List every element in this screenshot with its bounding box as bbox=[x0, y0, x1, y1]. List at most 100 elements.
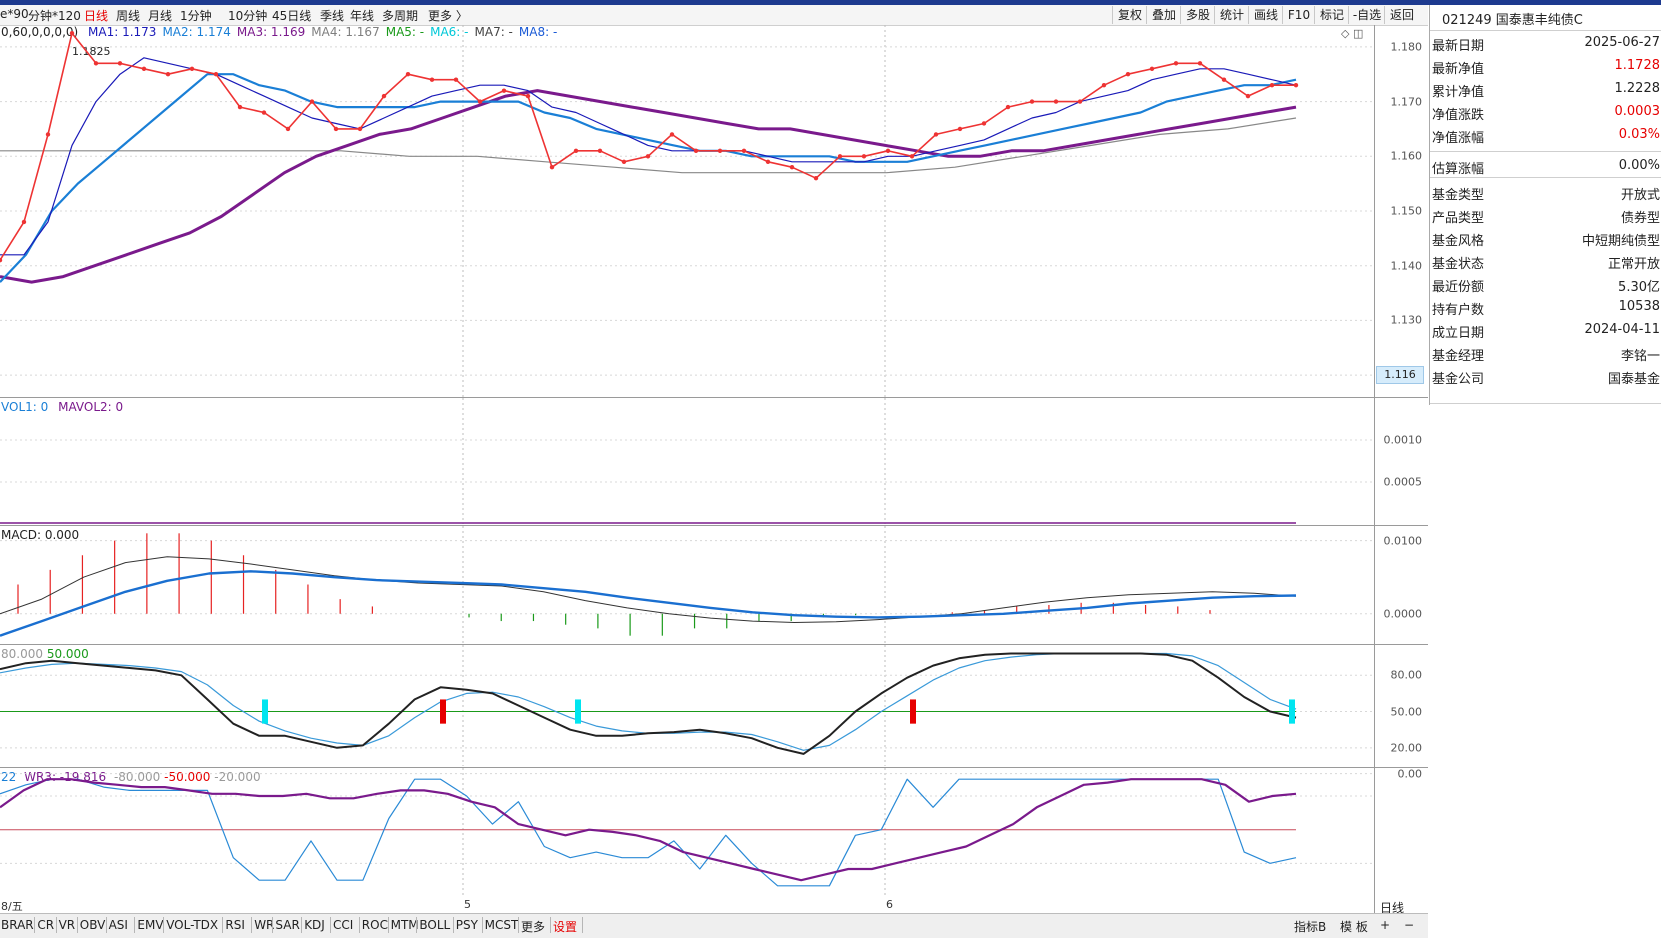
volume-chart[interactable] bbox=[0, 398, 1374, 524]
period-tab-4[interactable]: 月线 bbox=[148, 9, 173, 23]
period-tab-9[interactable]: 年线 bbox=[350, 9, 375, 23]
tool-button-7[interactable]: -自选 bbox=[1348, 6, 1385, 24]
panel-divider bbox=[0, 397, 1428, 398]
indicator-tab-asi[interactable]: ASI bbox=[108, 918, 128, 932]
nav-line-point bbox=[645, 154, 651, 159]
info-value: 债券型 bbox=[1620, 211, 1660, 226]
nav-line-point bbox=[717, 148, 723, 154]
nav-line-point bbox=[1221, 77, 1227, 82]
tool-button-3[interactable]: 统计 bbox=[1214, 6, 1249, 24]
nav-line-point bbox=[741, 148, 747, 154]
indicator-tab-roc[interactable]: ROC bbox=[361, 918, 388, 932]
chart-mode-icons[interactable]: ◇ ◫ bbox=[1341, 27, 1364, 40]
indicator-tab-sar[interactable]: SAR bbox=[275, 918, 300, 932]
nav-line-point bbox=[213, 72, 219, 77]
indicator-tab-设置[interactable]: 设置 bbox=[553, 920, 578, 934]
period-tab-0[interactable]: e*90 bbox=[0, 7, 29, 21]
period-tab-6[interactable]: 10分钟 bbox=[228, 9, 268, 23]
period-tab-10[interactable]: 多周期 bbox=[382, 9, 419, 23]
period-tab-11[interactable]: 更多 〉 bbox=[428, 9, 468, 23]
tab-separator bbox=[222, 917, 224, 933]
info-value: 国泰基金 bbox=[1607, 372, 1660, 387]
indicator-tab-rsi[interactable]: RSI bbox=[225, 918, 245, 932]
ma-legend: 0,60,0,0,0,0) MA1: 1.173 MA2: 1.174 MA3: 1… bbox=[1, 25, 557, 39]
nav-line-point bbox=[861, 154, 867, 159]
nav-line bbox=[0, 32, 1296, 261]
indicator-tab-cci[interactable]: CCI bbox=[333, 918, 354, 932]
info-value: 0.00% bbox=[1618, 158, 1660, 173]
indicator-tab-cr[interactable]: CR bbox=[37, 918, 55, 932]
bottom-control-1[interactable]: 模 板 bbox=[1340, 920, 1368, 934]
info-row-基金类型: 基金类型 开放式 bbox=[1430, 181, 1661, 203]
nav-line-point bbox=[1101, 82, 1107, 88]
nav-line-point bbox=[837, 154, 843, 159]
period-tab-2[interactable]: 日线 bbox=[84, 9, 109, 23]
info-value: 1.1728 bbox=[1614, 58, 1661, 73]
info-row-估算涨幅: 估算涨幅 0.00% bbox=[1430, 155, 1661, 177]
indicator-tab-vr[interactable]: VR bbox=[58, 918, 76, 932]
tool-button-4[interactable]: 画线 bbox=[1248, 6, 1283, 24]
tool-button-5[interactable]: F10 bbox=[1282, 6, 1315, 24]
nav-line-point bbox=[501, 88, 507, 93]
dif-line bbox=[0, 556, 1297, 623]
tab-separator bbox=[55, 917, 57, 933]
nav-line-point bbox=[381, 93, 387, 99]
bottom-control-2[interactable]: + bbox=[1380, 918, 1391, 932]
info-row-最新日期: 最新日期 2025-06-27 bbox=[1430, 32, 1661, 54]
price-chart[interactable] bbox=[0, 25, 1374, 397]
date-label-5: 5 bbox=[464, 898, 471, 911]
indicator-tab-boll[interactable]: BOLL bbox=[419, 918, 451, 932]
tool-button-8[interactable]: 返回 bbox=[1384, 6, 1419, 24]
indicator-tab-brar[interactable]: BRAR bbox=[1, 918, 34, 932]
tab-separator bbox=[330, 917, 331, 933]
ma-label-7: MA7: - bbox=[474, 25, 513, 39]
axis-tick: 0.0005 bbox=[1383, 475, 1423, 489]
nav-line-point bbox=[1125, 72, 1131, 77]
wr-chart[interactable] bbox=[0, 768, 1374, 897]
indicator-tab-kdj[interactable]: KDJ bbox=[304, 918, 325, 932]
fund-info-panel: 021249 国泰惠丰纯债C 最新日期 2025-06-27 最新净值 1.1728 累… bbox=[1429, 5, 1661, 405]
indicator-tab-emv[interactable]: EMV bbox=[137, 918, 164, 932]
tool-button-2[interactable]: 多股 bbox=[1180, 6, 1215, 24]
macd-chart[interactable] bbox=[0, 526, 1374, 643]
indicator-tab-vol-tdx[interactable]: VOL-TDX bbox=[166, 918, 219, 932]
tool-button-1[interactable]: 叠加 bbox=[1146, 6, 1181, 24]
tab-separator bbox=[518, 917, 519, 933]
tab-separator bbox=[251, 917, 253, 933]
info-value: 中短期纯债型 bbox=[1581, 234, 1660, 249]
panel-divider bbox=[0, 644, 1428, 645]
bottom-control-3[interactable]: − bbox=[1404, 918, 1415, 932]
nav-line-point bbox=[573, 148, 579, 154]
tab-separator bbox=[134, 917, 136, 933]
current-price-box: 1.116 bbox=[1376, 366, 1424, 384]
indicator-tab-mtm[interactable]: MTM bbox=[390, 918, 419, 932]
nav-line-point bbox=[621, 159, 627, 164]
info-key: 基金经理 bbox=[1432, 349, 1485, 364]
period-tab-7[interactable]: 45日线 bbox=[272, 9, 312, 23]
tab-separator bbox=[358, 917, 360, 933]
indicator-tab-mcst[interactable]: MCST bbox=[484, 918, 519, 932]
nav-line-point bbox=[309, 99, 315, 104]
ma-label-5: MA5: - bbox=[385, 25, 425, 39]
kdj-chart[interactable] bbox=[0, 645, 1374, 766]
period-tab-8[interactable]: 季线 bbox=[320, 9, 345, 23]
nav-line-point bbox=[765, 159, 771, 164]
indicator-tab-wr[interactable]: WR bbox=[254, 918, 275, 932]
indicator-tab-更多[interactable]: 更多 bbox=[521, 920, 546, 934]
indicator-tab-psy[interactable]: PSY bbox=[455, 918, 478, 932]
tool-button-0[interactable]: 复权 bbox=[1112, 6, 1147, 24]
nav-line-point bbox=[117, 61, 123, 66]
period-tab-3[interactable]: 周线 bbox=[116, 9, 141, 23]
info-row-持有户数: 持有户数 10538 bbox=[1430, 296, 1661, 318]
bottom-control-0[interactable]: 指标B bbox=[1294, 920, 1327, 934]
info-row-基金状态: 基金状态 正常开放 bbox=[1430, 250, 1661, 272]
nav-line-point bbox=[1293, 82, 1299, 88]
period-tab-5[interactable]: 1分钟 bbox=[180, 9, 212, 23]
tool-button-6[interactable]: 标记 bbox=[1314, 6, 1349, 24]
period-tab-1[interactable]: 分钟*120 bbox=[28, 9, 81, 23]
indicator-tab-bar: BRAR CR VR OBV ASI EMV VOL-TDX RSI WR SAR KDJ CCI RO… bbox=[0, 913, 1428, 938]
nav-line-point bbox=[1053, 99, 1059, 104]
indicator-tab-obv[interactable]: OBV bbox=[79, 918, 106, 932]
tab-separator bbox=[34, 917, 36, 933]
info-value: 李铭一 bbox=[1620, 349, 1660, 364]
